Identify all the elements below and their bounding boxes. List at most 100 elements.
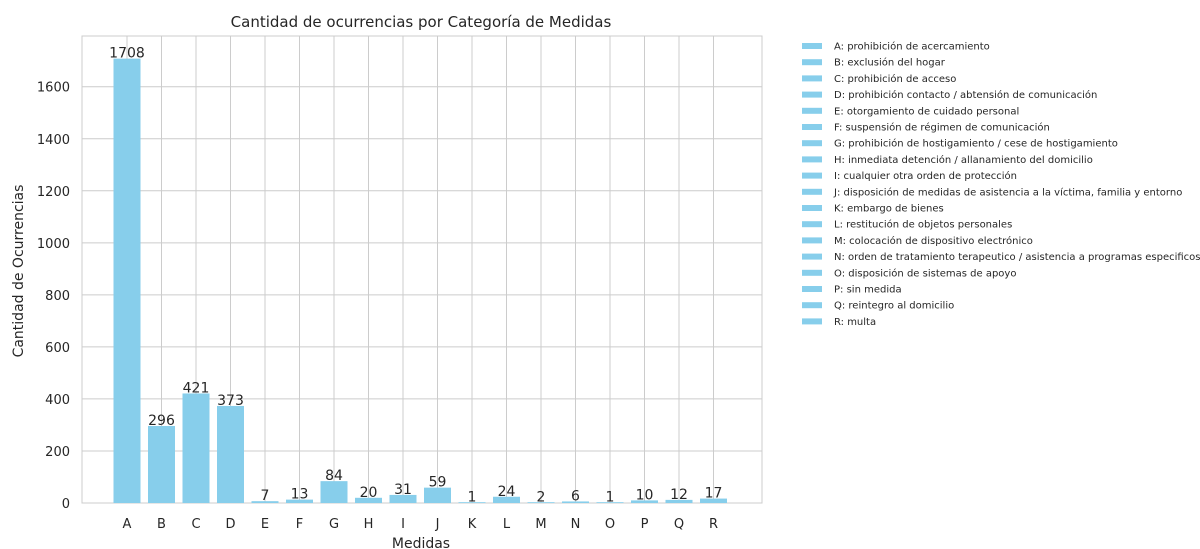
legend-swatch: [802, 205, 822, 211]
data-label-L: 24: [498, 484, 516, 500]
legend-swatch: [802, 253, 822, 260]
y-tick-label: 400: [45, 393, 70, 408]
legend-item: L: restitución de objetos personales: [834, 219, 1012, 231]
y-axis-label: Cantidad de Ocurrencias: [11, 185, 27, 358]
x-tick-label: E: [261, 517, 269, 532]
data-label-F: 13: [291, 487, 309, 503]
bar-J: [424, 487, 451, 503]
legend-item: I: cualquier otra orden de protección: [834, 170, 1017, 182]
x-tick-label: C: [191, 517, 200, 532]
legend-swatch: [802, 140, 822, 147]
legend-swatch: [802, 172, 822, 179]
legend-swatch: [802, 156, 822, 163]
legend-item: F: suspensión de régimen de comunicación: [834, 122, 1050, 134]
legend-item: C: prohibición de acceso: [834, 73, 956, 85]
data-label-G: 84: [325, 468, 343, 484]
data-label-M: 2: [537, 489, 546, 505]
y-tick-label: 600: [45, 341, 70, 356]
legend-item: R: multa: [834, 317, 876, 328]
x-tick-label: O: [605, 517, 615, 532]
data-label-Q: 12: [670, 487, 688, 503]
data-label-R: 17: [705, 486, 723, 502]
legend-item: O: disposición de sistemas de apoyo: [834, 267, 1016, 279]
bar-H: [355, 497, 382, 503]
y-tick-label: 800: [45, 289, 70, 304]
plot-area-frame: [81, 35, 763, 504]
legend-swatch: [802, 286, 822, 292]
x-tick-label: N: [571, 517, 581, 532]
legend-item: Q: reintegro al domicilio: [834, 301, 954, 312]
x-tick-label: J: [435, 517, 440, 532]
bar-I: [389, 494, 417, 503]
y-tick-label: 200: [45, 445, 70, 460]
x-tick-label: L: [503, 517, 511, 532]
legend-item: J: disposición de medidas de asistencia …: [833, 186, 1182, 198]
legend-swatch: [802, 107, 822, 114]
x-tick-label: F: [296, 517, 303, 532]
chart-title: Cantidad de ocurrencias por Categoría de…: [231, 13, 612, 31]
legend-item: A: prohibición de acercamiento: [834, 41, 990, 53]
y-tick-label: 1000: [37, 237, 70, 252]
legend-swatch: [802, 59, 822, 66]
bar-Q: [665, 499, 693, 503]
x-tick-label: D: [225, 517, 235, 532]
x-tick-label: G: [329, 517, 339, 532]
data-label-B: 296: [148, 413, 175, 429]
x-tick-label: H: [364, 517, 374, 532]
data-label-N: 6: [571, 488, 580, 504]
legend-item: E: otorgamiento de cuidado personal: [834, 106, 1019, 117]
x-tick-label: P: [641, 517, 649, 532]
legend-item: P: sin medida: [834, 285, 902, 296]
legend-swatch: [802, 124, 822, 130]
legend-swatch: [802, 269, 822, 276]
data-labels: 1708 296 421 373 7 13 84 20 31 59 1 24 2 6 1 10 12 17: [109, 46, 722, 506]
legend-swatch: [802, 91, 822, 98]
data-label-J: 59: [429, 475, 447, 491]
x-tick-label: M: [535, 517, 546, 532]
bar-G: [320, 481, 348, 503]
bar-P: [631, 500, 658, 503]
legend-item: N: orden de tratamiento terapeutico / as…: [834, 252, 1200, 263]
legend-swatch: [802, 43, 822, 49]
y-tick-label: 1400: [37, 133, 70, 148]
x-tick-label: B: [157, 517, 166, 532]
data-label-E: 7: [261, 488, 270, 504]
bar-B: [148, 425, 175, 503]
legend-swatch: [802, 237, 822, 244]
data-label-O: 1: [606, 490, 615, 506]
tick-labels: 0 200 400 600 800 1000 1200 1400 1600 A B C D E F G H I J K…: [37, 81, 718, 532]
x-tick-label: K: [468, 517, 477, 532]
bar-M: [527, 502, 555, 503]
legend-swatch: [802, 188, 822, 195]
y-tick-label: 1600: [37, 81, 70, 96]
bars-group: [113, 58, 727, 503]
legend-swatch: [802, 318, 822, 325]
x-tick-label: A: [123, 517, 132, 532]
x-tick-label: I: [401, 517, 405, 532]
bar-D: [217, 405, 244, 503]
legend-swatch: [802, 221, 822, 228]
legend-item: M: colocación de dispositivo electrónico: [834, 235, 1033, 247]
x-tick-label: Q: [674, 517, 684, 532]
y-tick-label: 0: [62, 497, 70, 512]
bar-A: [113, 58, 141, 503]
data-label-P: 10: [636, 487, 654, 503]
legend-item: G: prohibición de hostigamiento / cese d…: [834, 138, 1118, 150]
bar-E: [251, 501, 279, 503]
grid-lines: [82, 36, 762, 504]
data-label-A: 1708: [109, 46, 145, 62]
bar-O: [596, 502, 624, 503]
bar-F: [286, 499, 313, 503]
legend-item: H: inmediata detención / allanamiento de…: [834, 154, 1093, 166]
bar-K: [458, 502, 486, 503]
legend-swatch: [802, 75, 822, 82]
x-axis-label: Medidas: [392, 536, 450, 549]
legend-item: B: exclusión del hogar: [834, 57, 946, 69]
legend-swatch: [802, 302, 822, 309]
bar-N: [562, 501, 589, 503]
bar-R: [700, 498, 727, 503]
legend-item: D: prohibición contacto / abtensión de c…: [834, 89, 1097, 101]
bar-L: [493, 496, 520, 503]
legend-item: K: embargo de bienes: [834, 204, 944, 215]
